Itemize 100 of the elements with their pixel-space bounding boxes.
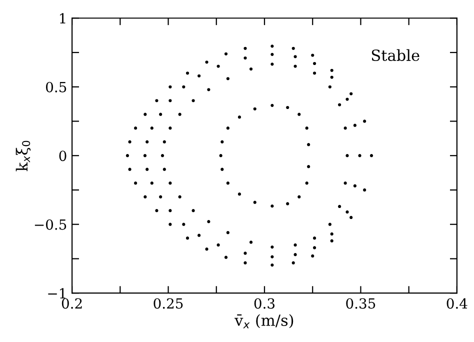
point	[128, 140, 132, 144]
x-tick-label: 0.2	[62, 298, 82, 309]
annotation: Stable	[372, 49, 420, 62]
point	[216, 64, 220, 68]
point	[307, 143, 310, 146]
point	[363, 120, 366, 123]
point	[144, 195, 147, 198]
point	[178, 195, 182, 198]
point	[330, 76, 334, 79]
point	[286, 202, 290, 206]
point	[346, 98, 349, 101]
point	[155, 209, 158, 212]
point	[178, 112, 182, 116]
x-tick-label: 0.4	[446, 298, 468, 309]
point	[134, 182, 138, 185]
point	[168, 126, 172, 130]
point	[226, 182, 230, 185]
point	[312, 72, 316, 75]
point	[198, 74, 201, 78]
point	[198, 234, 201, 237]
point	[162, 168, 166, 171]
point	[253, 107, 256, 110]
y-tick-label: 0.5	[46, 82, 66, 92]
point	[292, 46, 295, 50]
point	[344, 126, 347, 130]
point	[216, 243, 220, 247]
point	[244, 261, 247, 264]
point	[224, 52, 228, 56]
point	[168, 85, 172, 88]
point	[330, 68, 334, 72]
point	[168, 222, 172, 226]
point	[370, 154, 374, 158]
point	[363, 188, 366, 192]
point	[146, 168, 149, 171]
point	[182, 85, 186, 88]
point	[270, 52, 274, 56]
point	[350, 92, 353, 96]
y-tick-label: −0.5	[34, 219, 66, 230]
point	[186, 236, 190, 240]
point	[330, 232, 334, 236]
point	[168, 209, 172, 212]
point	[294, 64, 297, 68]
point	[205, 248, 208, 251]
point	[270, 255, 274, 258]
point	[305, 126, 308, 130]
point	[307, 165, 310, 168]
point	[192, 209, 195, 212]
x-tick-label: 0.3	[254, 298, 275, 309]
point	[143, 154, 147, 158]
y-tick-label: −1	[48, 288, 66, 298]
y-tick-label: 1	[60, 13, 66, 24]
point	[155, 99, 158, 102]
y-axis-title: k$_{x}$ξ$_{0}$	[16, 140, 31, 172]
point	[328, 222, 332, 226]
point	[219, 154, 222, 158]
point	[298, 195, 301, 198]
point	[162, 140, 166, 144]
point	[270, 62, 274, 66]
x-tick-label: 0.25	[154, 298, 183, 309]
point	[312, 236, 316, 240]
point	[294, 243, 297, 247]
point	[205, 60, 208, 64]
point	[298, 112, 301, 116]
x-tick-label: 0.35	[346, 298, 376, 309]
point	[249, 240, 253, 244]
point	[159, 112, 162, 116]
point	[126, 154, 130, 158]
point	[224, 256, 228, 259]
point	[128, 168, 132, 171]
y-tick-label: 0	[59, 150, 66, 162]
point	[338, 204, 342, 208]
point	[244, 56, 247, 60]
point	[160, 154, 164, 158]
point	[330, 239, 334, 242]
point	[220, 140, 224, 144]
point	[270, 245, 274, 249]
point	[207, 220, 210, 224]
point	[253, 200, 256, 204]
point	[168, 99, 172, 102]
point	[358, 154, 362, 158]
x-axis-title: v̄$_{x}$ (m/s)	[234, 314, 294, 328]
point	[192, 99, 195, 102]
point	[305, 182, 308, 185]
point	[182, 222, 186, 226]
point	[146, 140, 149, 144]
point	[312, 62, 316, 66]
point	[311, 254, 314, 258]
point	[292, 261, 295, 264]
point	[238, 116, 242, 119]
point	[226, 77, 230, 80]
point	[312, 246, 316, 250]
point	[270, 204, 274, 208]
point	[338, 103, 342, 106]
point	[270, 104, 274, 107]
point	[353, 124, 356, 127]
point	[350, 216, 353, 220]
point	[270, 263, 274, 267]
point	[270, 44, 274, 48]
point	[186, 72, 190, 75]
point	[226, 231, 230, 234]
